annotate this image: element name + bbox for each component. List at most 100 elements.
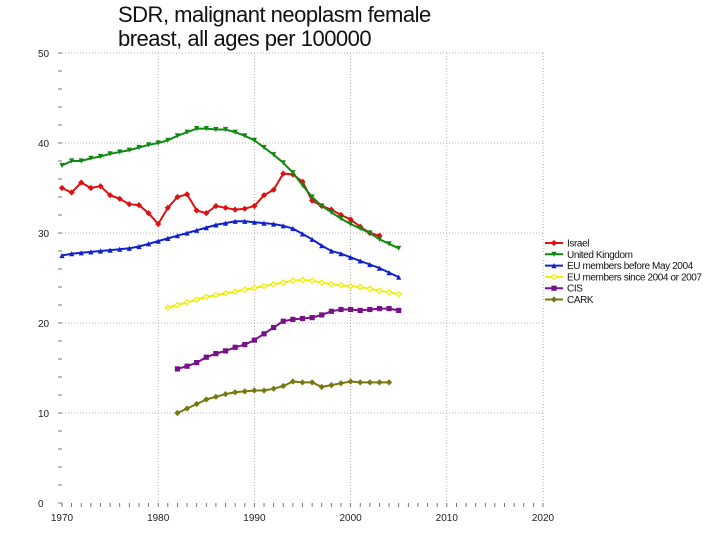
data-point — [348, 221, 354, 227]
chart-title-line2: breast, all ages per 100000 — [118, 26, 372, 51]
data-point — [386, 241, 392, 247]
data-point — [155, 220, 162, 228]
series-israel — [58, 170, 383, 239]
legend-marker — [551, 251, 557, 257]
legend-label: CARK — [567, 295, 594, 306]
data-point — [280, 318, 286, 324]
data-point — [280, 223, 286, 229]
y-tick-label: 40 — [38, 139, 50, 150]
data-point — [386, 306, 392, 312]
data-point — [260, 192, 268, 199]
legend-item: EU members before May 2004 — [545, 261, 694, 272]
data-point — [107, 192, 114, 199]
series-cark — [174, 378, 393, 417]
data-point — [222, 126, 229, 133]
series-eu-members-since-2004-or-2007 — [164, 276, 403, 312]
data-point — [232, 129, 238, 135]
data-point — [241, 205, 248, 212]
data-point — [270, 385, 277, 392]
data-point — [347, 282, 355, 290]
data-point — [367, 306, 373, 313]
series-eu-members-before-may-2004 — [59, 218, 402, 280]
data-point — [203, 210, 210, 217]
data-point — [222, 204, 229, 211]
legend-item: Israel — [545, 239, 590, 250]
data-point — [155, 140, 161, 146]
y-tick-label: 30 — [38, 229, 50, 240]
data-point — [328, 209, 334, 215]
data-point — [194, 227, 200, 233]
data-point — [107, 247, 113, 253]
data-point — [174, 409, 181, 417]
chart-title: SDR, malignant neoplasm female breast, a… — [118, 3, 431, 51]
data-point — [356, 283, 364, 291]
legend-label: United Kingdom — [567, 250, 633, 261]
data-point — [250, 284, 258, 292]
data-point — [318, 279, 326, 286]
legend-label: CIS — [567, 284, 583, 295]
data-point — [107, 151, 113, 157]
legend-marker — [551, 285, 557, 291]
data-point — [271, 221, 277, 227]
data-point — [395, 290, 403, 298]
series-line — [61, 172, 380, 237]
data-point — [231, 288, 239, 295]
data-point — [212, 291, 220, 299]
x-tick-label: 1980 — [147, 513, 170, 524]
y-tick-label: 20 — [38, 319, 50, 330]
data-point — [183, 191, 191, 198]
data-point — [78, 250, 84, 256]
data-point — [145, 142, 152, 148]
data-point — [213, 126, 219, 133]
chart-title-line1: SDR, malignant neoplasm female — [118, 2, 431, 27]
data-point — [165, 137, 171, 143]
data-point — [280, 170, 287, 177]
legend-label: EU members since 2004 or 2007 — [567, 272, 702, 283]
data-point — [242, 342, 248, 348]
legend-marker — [550, 296, 558, 303]
data-point — [97, 183, 104, 190]
data-point — [299, 379, 306, 386]
data-point — [251, 219, 257, 225]
data-point — [271, 152, 277, 158]
data-point — [69, 251, 75, 257]
data-point — [174, 233, 181, 239]
legend-marker — [550, 239, 558, 247]
data-point — [348, 306, 354, 313]
data-point — [136, 243, 142, 250]
y-axis-ticks: 0 10 20 30 40 50 — [38, 49, 50, 510]
data-point — [184, 363, 190, 369]
data-point — [145, 241, 152, 247]
data-point — [327, 280, 335, 288]
data-point — [174, 133, 181, 139]
data-point — [58, 184, 66, 192]
data-point — [280, 382, 287, 390]
data-point — [194, 126, 200, 132]
data-point — [338, 306, 344, 313]
series-cis — [174, 306, 402, 372]
data-point — [299, 182, 306, 188]
y-tick-label: 10 — [38, 409, 50, 420]
data-point — [117, 246, 123, 252]
data-point — [232, 206, 239, 213]
legend-item: United Kingdom — [545, 250, 633, 261]
data-point — [126, 201, 133, 208]
data-point — [376, 287, 383, 295]
data-point — [251, 202, 258, 210]
y-tick-label: 0 — [38, 499, 44, 510]
data-point — [260, 282, 268, 290]
data-point — [299, 231, 306, 237]
data-point — [338, 216, 344, 222]
data-point — [357, 258, 363, 264]
data-point — [376, 265, 383, 271]
x-tick-label: 2010 — [436, 513, 459, 524]
data-point — [241, 286, 249, 294]
data-point — [117, 149, 123, 155]
data-point — [164, 204, 171, 211]
data-point — [319, 203, 325, 209]
data-point — [232, 344, 238, 350]
data-point — [309, 194, 315, 200]
y-tick-label: 50 — [38, 49, 50, 60]
data-point — [126, 147, 132, 153]
